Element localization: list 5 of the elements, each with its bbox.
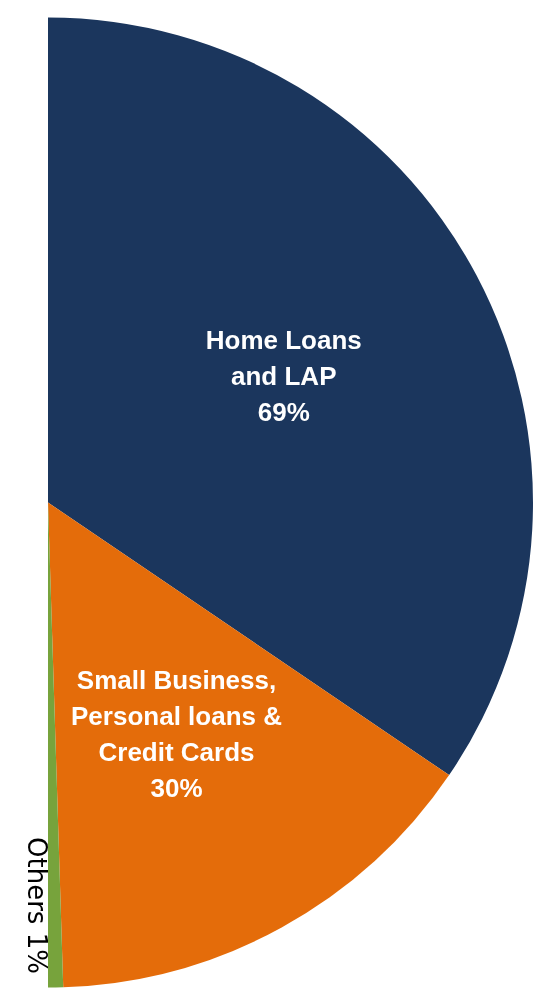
slice-label: Home Loans and LAP <box>205 324 362 391</box>
slice-label: Small Business, Personal loans & Credit Cards <box>71 665 282 768</box>
data-label: 69% <box>257 396 310 427</box>
data-label: 30% <box>150 773 203 804</box>
slice-label: Others 1% <box>22 836 53 974</box>
